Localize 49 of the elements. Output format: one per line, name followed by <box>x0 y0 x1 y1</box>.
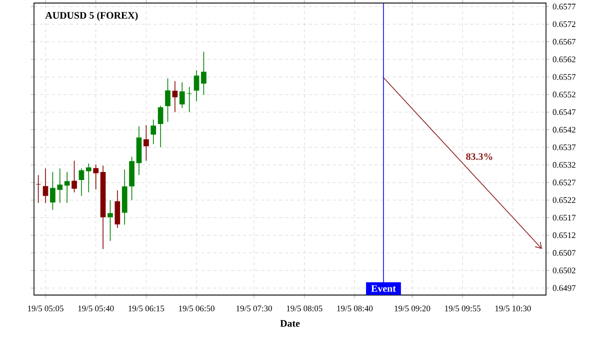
y-tick-label: 0.6567 <box>552 38 576 45</box>
y-tick-label: 0.6517 <box>552 214 576 221</box>
y-tick-label: 0.6552 <box>552 92 576 98</box>
candlestick <box>42 168 48 204</box>
y-tick-label: 0.6527 <box>552 180 576 186</box>
x-tick-label: 19/5 06:50 <box>179 306 214 312</box>
y-tick-label: 0.6542 <box>552 126 576 133</box>
candlestick <box>186 86 192 113</box>
y-tick-label: 0.6532 <box>552 162 576 168</box>
y-tick-label: 0.6507 <box>552 250 576 256</box>
y-tick-label: 0.6557 <box>552 74 576 80</box>
x-tick-label: 19/5 10:30 <box>495 306 531 312</box>
candlestick <box>86 163 92 193</box>
y-tick-label: 0.6522 <box>552 197 576 203</box>
y-tick-label: 0.6572 <box>552 21 576 28</box>
annotation: 83.3% <box>466 153 492 160</box>
candlestick <box>36 174 41 204</box>
x-tick-label: 19/5 06:15 <box>128 306 164 312</box>
y-tick-label: 0.6537 <box>552 144 576 150</box>
y-tick-label: 0.6562 <box>552 56 576 62</box>
x-tick-label: 19/5 07:30 <box>236 306 272 312</box>
candlestick <box>150 119 156 145</box>
y-tick-label: 0.6547 <box>552 109 576 115</box>
x-axis-title: Date <box>280 320 300 327</box>
candlestick <box>165 78 170 122</box>
annotation: Event <box>371 285 396 292</box>
candlestick <box>201 51 206 96</box>
x-tick-label: 19/5 09:20 <box>394 306 430 312</box>
x-tick-label: 19/5 05:40 <box>78 306 114 312</box>
candlestick <box>194 70 200 102</box>
candlestick <box>64 172 70 204</box>
x-tick-label: 19/5 08:05 <box>286 306 322 312</box>
candlestick <box>144 124 149 162</box>
x-tick-label: 19/5 09:55 <box>445 306 480 312</box>
candlestick <box>93 164 99 190</box>
candlestick <box>108 200 113 242</box>
x-tick-label: 19/5 08:40 <box>337 306 373 312</box>
candlestick <box>179 82 185 108</box>
candlestick <box>78 168 84 196</box>
text: AUDUSD 5 (FOREX) <box>45 12 138 21</box>
y-tick-label: 0.6577 <box>552 4 576 10</box>
candlestick <box>114 190 120 228</box>
candlestick <box>172 80 178 113</box>
candlestick <box>72 160 77 193</box>
x-tick-label: 19/5 05:05 <box>28 306 64 312</box>
y-tick-label: 0.6497 <box>552 285 576 291</box>
y-tick-label: 0.6512 <box>552 232 576 238</box>
y-tick-label: 0.6502 <box>552 268 576 274</box>
candlestick <box>158 105 164 148</box>
